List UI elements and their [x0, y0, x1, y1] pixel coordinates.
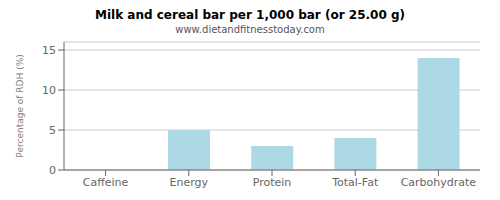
svg-text:5: 5 [49, 124, 56, 137]
html-text:www.dietandfitnesstoday.com: www.dietandfitnesstoday.com [175, 24, 325, 35]
svg-text:0: 0 [49, 164, 56, 177]
svg-text:10: 10 [42, 84, 56, 97]
svg-text:Caffeine: Caffeine [83, 176, 129, 189]
svg-text:15: 15 [42, 44, 56, 57]
svg-text:Carbohydrate: Carbohydrate [401, 176, 477, 189]
svg-text:Protein: Protein [253, 176, 292, 189]
html-text:Milk and cereal bar per 1,000: Milk and cereal bar per 1,000 bar (or 25… [95, 8, 405, 22]
svg-text:Energy: Energy [170, 176, 209, 189]
svg-text:Percentage of RDH (%): Percentage of RDH (%) [15, 54, 25, 157]
svg-text:Total-Fat: Total-Fat [331, 176, 379, 189]
